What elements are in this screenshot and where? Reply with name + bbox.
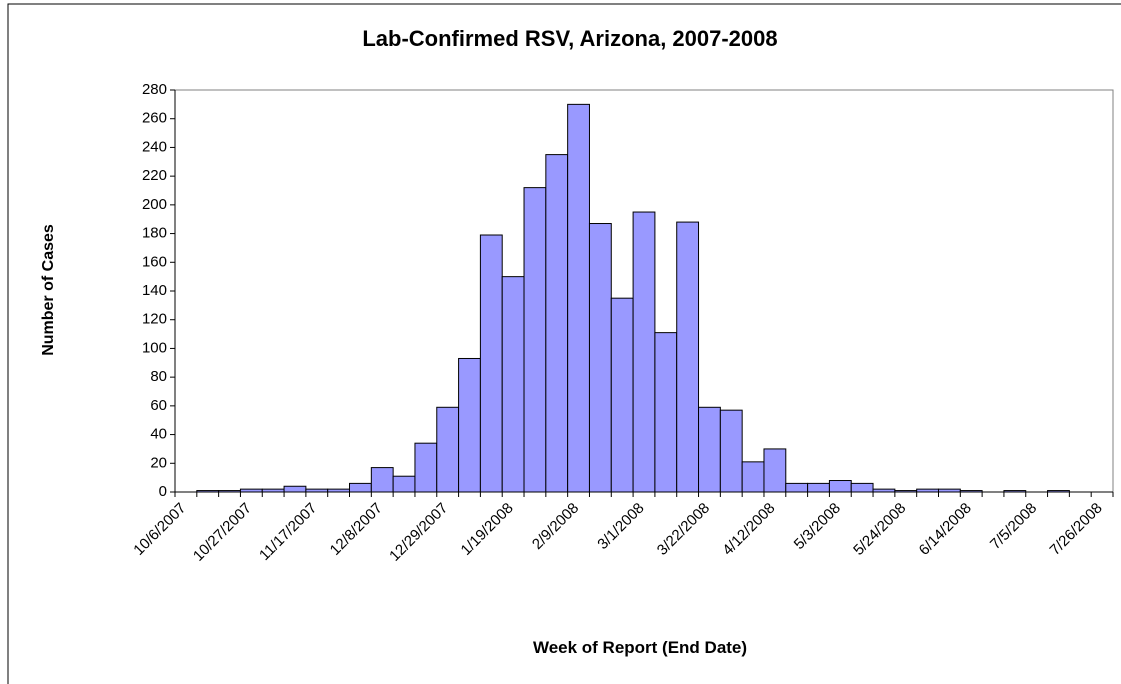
y-tick-label: 260 (142, 110, 167, 127)
y-tick-label: 20 (150, 454, 167, 471)
y-tick-label: 220 (142, 167, 167, 184)
bar (567, 103, 590, 493)
bar (370, 467, 394, 493)
bar (523, 187, 547, 493)
chart-title: Lab-Confirmed RSV, Arizona, 2007-2008 (362, 26, 777, 51)
x-tick-label: 1/19/2008 (458, 500, 517, 559)
y-tick-label: 60 (150, 397, 167, 414)
x-tick-label: 6/14/2008 (916, 500, 975, 559)
bar (850, 482, 874, 493)
x-tick-label: 4/12/2008 (719, 500, 778, 559)
x-tick-label: 3/1/2008 (594, 500, 647, 553)
y-tick-label: 100 (142, 339, 167, 356)
bar (610, 297, 634, 493)
bar (479, 234, 503, 493)
bar (676, 221, 700, 493)
bar (763, 448, 787, 493)
bar (698, 406, 721, 493)
bar (828, 480, 852, 493)
x-tick-label: 11/17/2007 (256, 500, 320, 564)
x-tick-label: 5/3/2008 (791, 500, 844, 553)
bar (741, 461, 765, 493)
y-tick-label: 180 (142, 225, 167, 242)
bar (283, 485, 307, 493)
y-tick-label: 280 (142, 81, 167, 98)
y-tick-label: 120 (142, 311, 167, 328)
bar (807, 482, 830, 493)
x-tick-label: 3/22/2008 (654, 500, 713, 559)
bar (545, 154, 569, 493)
bar (785, 482, 809, 493)
bar (588, 223, 612, 493)
bar (392, 475, 416, 493)
chart-frame (7, 3, 1121, 684)
y-tick-label: 140 (142, 282, 167, 299)
y-tick-label: 40 (150, 426, 167, 443)
bar (632, 211, 656, 493)
bar (414, 442, 438, 493)
bar (458, 357, 481, 493)
y-tick-label: 0 (159, 483, 167, 500)
bar (349, 482, 372, 493)
x-tick-label: 10/6/2007 (130, 500, 189, 559)
x-tick-label: 10/27/2007 (190, 500, 255, 565)
x-tick-label: 5/24/2008 (850, 500, 909, 559)
x-tick-label: 12/8/2007 (327, 500, 386, 559)
x-axis-title: Week of Report (End Date) (533, 638, 747, 657)
y-tick-label: 80 (150, 368, 167, 385)
x-tick-label: 7/5/2008 (987, 500, 1040, 553)
y-tick-label: 160 (142, 253, 167, 270)
x-tick-label: 2/9/2008 (529, 500, 582, 553)
x-tick-label: 12/29/2007 (386, 500, 451, 565)
bar (654, 332, 678, 493)
bar (436, 406, 460, 493)
y-tick-label: 240 (142, 138, 167, 155)
y-axis-title: Number of Cases (40, 224, 57, 356)
x-tick-label: 7/26/2008 (1047, 500, 1106, 559)
y-tick-label: 200 (142, 196, 167, 213)
bar (719, 409, 743, 493)
bar (501, 276, 525, 493)
